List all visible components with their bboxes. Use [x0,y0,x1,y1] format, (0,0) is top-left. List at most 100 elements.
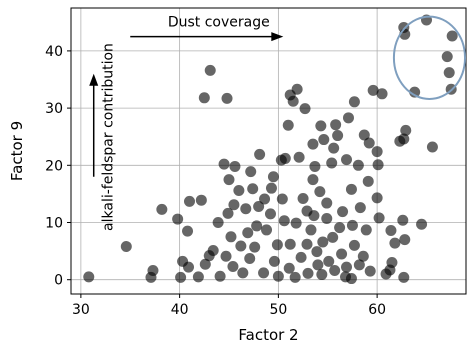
data-point [287,95,299,107]
data-point [341,261,353,273]
data-point [334,222,346,234]
data-point [301,238,313,250]
data-point [199,258,211,270]
data-point [384,264,396,276]
data-point [317,236,329,248]
dust-coverage-arrowhead [271,32,284,42]
data-points [83,14,458,285]
data-point [441,51,453,63]
data-point [342,112,354,124]
data-point [244,253,256,265]
data-point [183,261,195,273]
data-point [398,271,410,283]
data-point [237,267,249,279]
data-point [309,160,321,172]
data-point [220,250,232,262]
data-point [265,182,277,194]
data-point [284,238,296,250]
data-point [307,138,319,150]
data-point [398,133,410,145]
data-point [267,171,279,183]
data-point [254,148,266,160]
data-point [318,134,330,146]
data-point [295,251,307,263]
data-point [222,207,234,219]
data-point [192,271,204,283]
data-point [373,212,385,224]
data-point [364,265,376,277]
data-point [233,184,245,196]
data-point [337,206,349,218]
data-point [184,195,195,207]
annotations: Dust coverage alkali-feldspar contributi… [89,15,467,231]
data-point [218,158,230,170]
data-point [156,203,168,215]
data-point [278,215,290,227]
data-point [352,159,364,171]
data-point [332,130,344,142]
data-point [323,255,335,267]
data-point [341,154,353,166]
data-point [362,175,374,187]
data-point [367,84,379,96]
data-point [272,270,284,282]
data-point [348,239,360,251]
data-point [308,210,320,222]
data-point [290,217,302,229]
y-axis-label: Factor 9 [8,121,26,181]
data-point [214,270,226,282]
data-point [249,241,261,253]
data-point [315,120,327,132]
data-point [327,231,339,243]
data-point [314,186,326,198]
data-point [426,141,438,153]
data-point [305,224,317,236]
data-point [261,224,273,236]
data-point [345,183,357,195]
data-point [312,259,324,271]
data-point [360,224,372,236]
data-point [259,193,271,205]
data-point [228,199,240,211]
data-point [195,194,207,206]
x-tick-label: 60 [368,302,386,318]
data-point [172,213,184,225]
y-tick-label: 10 [45,216,63,232]
y-tick-label: 0 [54,273,63,289]
data-point [245,166,257,178]
data-point [307,174,319,186]
data-point [223,174,235,186]
data-point [397,214,409,226]
data-point [400,124,412,136]
alkali-feldspar-label: alkali-feldspar contribution [101,43,117,231]
data-point [225,231,237,243]
data-point [229,160,241,172]
data-point [336,248,348,260]
data-point [299,103,311,115]
data-point [358,129,370,141]
data-point [198,92,210,104]
data-point [302,267,314,279]
data-point [340,271,352,283]
data-point [253,200,265,212]
data-point [203,250,215,262]
data-point [240,203,252,215]
alkali-feldspar-arrowhead [89,73,99,86]
data-point [283,262,295,274]
data-point [204,64,216,76]
data-point [242,227,254,239]
axis-ticks: 30 40 50 60 0 10 20 30 40 [45,44,386,318]
data-point [311,246,323,258]
data-point [357,250,369,262]
data-point [276,193,288,205]
data-point [293,151,305,163]
data-point [416,218,428,230]
x-tick-label: 40 [171,302,189,318]
y-tick-label: 30 [45,101,63,117]
data-point [376,88,388,100]
data-point [328,142,340,154]
data-point [363,137,375,149]
plot-area-frame [70,7,467,295]
data-point [120,241,132,253]
